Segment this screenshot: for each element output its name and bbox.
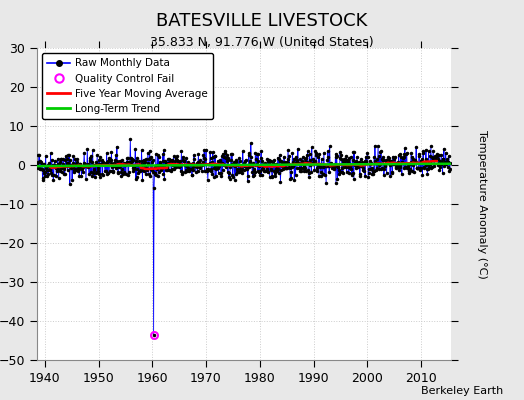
Text: Berkeley Earth: Berkeley Earth	[421, 386, 503, 396]
Legend: Raw Monthly Data, Quality Control Fail, Five Year Moving Average, Long-Term Tren: Raw Monthly Data, Quality Control Fail, …	[42, 53, 213, 119]
Text: 35.833 N, 91.776 W (United States): 35.833 N, 91.776 W (United States)	[150, 36, 374, 49]
Text: BATESVILLE LIVESTOCK: BATESVILLE LIVESTOCK	[156, 12, 368, 30]
Y-axis label: Temperature Anomaly (°C): Temperature Anomaly (°C)	[477, 130, 487, 278]
